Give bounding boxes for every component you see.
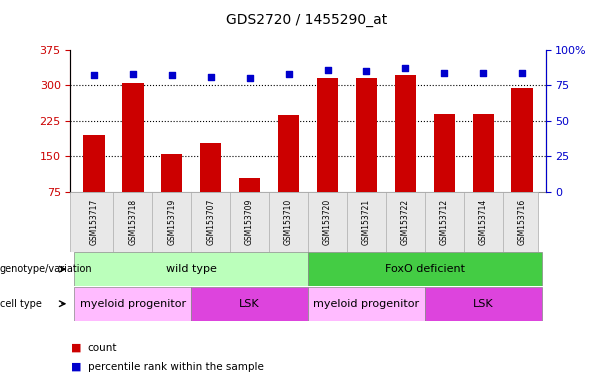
Text: GSM153710: GSM153710 (284, 199, 293, 245)
Bar (511, 88, 533, 192)
Text: genotype/variation: genotype/variation (0, 264, 93, 274)
Bar (83, 135, 105, 192)
Text: GSM153709: GSM153709 (245, 199, 254, 245)
Text: percentile rank within the sample: percentile rank within the sample (88, 362, 264, 372)
Text: cell type: cell type (0, 299, 42, 309)
Text: GSM153707: GSM153707 (206, 199, 215, 245)
Bar (356, 78, 377, 192)
FancyBboxPatch shape (74, 252, 308, 286)
Bar (122, 83, 143, 192)
FancyBboxPatch shape (74, 287, 191, 321)
Point (167, 73, 177, 79)
FancyBboxPatch shape (308, 287, 425, 321)
Text: GSM153720: GSM153720 (323, 199, 332, 245)
Bar (395, 75, 416, 192)
Bar (200, 143, 221, 192)
Point (128, 71, 138, 77)
Point (284, 71, 294, 77)
Text: GDS2720 / 1455290_at: GDS2720 / 1455290_at (226, 13, 387, 27)
FancyBboxPatch shape (425, 287, 542, 321)
Text: LSK: LSK (473, 299, 493, 309)
Text: GSM153712: GSM153712 (440, 199, 449, 245)
Text: ■: ■ (70, 362, 81, 372)
Point (245, 75, 254, 81)
Text: GSM153716: GSM153716 (518, 199, 527, 245)
Text: GSM153714: GSM153714 (479, 199, 488, 245)
Text: LSK: LSK (239, 299, 260, 309)
FancyBboxPatch shape (308, 252, 542, 286)
Text: myeloid progenitor: myeloid progenitor (80, 299, 186, 309)
Point (400, 65, 410, 71)
Bar (473, 114, 494, 192)
Text: GSM153719: GSM153719 (167, 199, 177, 245)
Text: GSM153721: GSM153721 (362, 199, 371, 245)
Bar (433, 114, 455, 192)
Point (440, 70, 449, 76)
Text: wild type: wild type (166, 264, 216, 274)
Point (478, 70, 488, 76)
Text: FoxO deficient: FoxO deficient (385, 264, 465, 274)
Bar (278, 115, 299, 192)
Bar (317, 78, 338, 192)
Point (322, 67, 332, 73)
Text: ■: ■ (70, 343, 81, 353)
Text: myeloid progenitor: myeloid progenitor (313, 299, 419, 309)
Point (517, 70, 527, 76)
Point (89, 73, 99, 79)
FancyBboxPatch shape (70, 192, 538, 252)
Text: GSM153722: GSM153722 (401, 199, 410, 245)
Bar (239, 178, 261, 192)
Point (362, 68, 371, 74)
Point (206, 74, 216, 80)
Text: GSM153717: GSM153717 (89, 199, 98, 245)
Bar (161, 154, 183, 192)
Text: GSM153718: GSM153718 (128, 199, 137, 245)
Text: count: count (88, 343, 117, 353)
FancyBboxPatch shape (191, 287, 308, 321)
